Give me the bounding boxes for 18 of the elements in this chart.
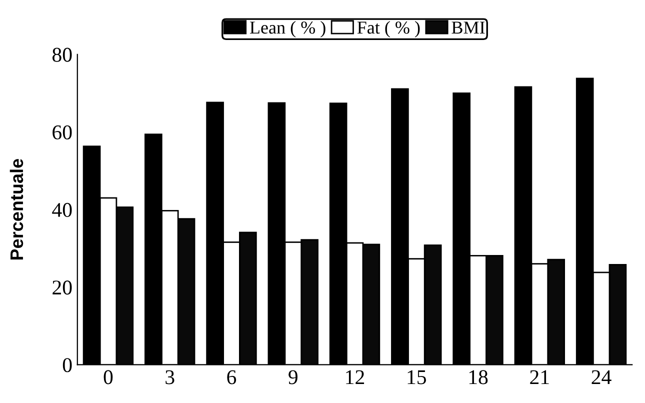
y-tick-label: 0 xyxy=(62,358,72,372)
y-axis-title: Percentuale xyxy=(10,158,24,260)
x-tick-label: 6 xyxy=(227,370,236,384)
x-tick-label: 9 xyxy=(288,370,298,384)
y-tick-label: 80 xyxy=(52,48,72,62)
x-tick-label: 18 xyxy=(469,370,488,384)
x-tick-label: 24 xyxy=(592,370,612,384)
x-tick-label: 0 xyxy=(104,370,113,384)
y-tick-label: 20 xyxy=(52,280,72,295)
x-tick-label: 12 xyxy=(346,370,364,384)
x-tick-label: 3 xyxy=(166,370,174,384)
y-tick-label: 60 xyxy=(52,125,72,140)
legend-label: Lean ( % ) xyxy=(250,20,326,38)
legend-label: BMI xyxy=(452,22,485,34)
legend-label: Fat ( % ) xyxy=(357,20,420,38)
y-tick-label: 40 xyxy=(52,202,72,217)
x-tick-label: 21 xyxy=(530,370,549,384)
x-tick-label: 15 xyxy=(408,370,426,384)
